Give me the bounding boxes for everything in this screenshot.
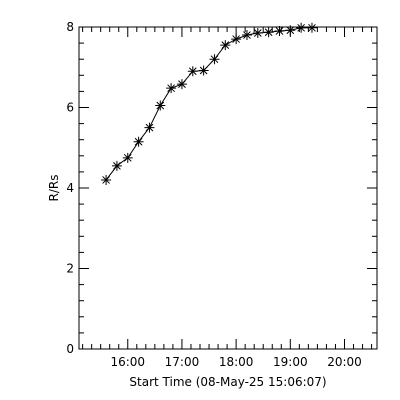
axis-ticks: [79, 26, 377, 350]
y-tick-label: 4: [66, 181, 74, 195]
data-point: [133, 136, 144, 147]
data-point: [122, 152, 133, 163]
data-point: [306, 22, 317, 33]
plot-frame: [78, 26, 378, 350]
y-tick-label: 0: [66, 342, 74, 356]
x-tick-label: 20:00: [327, 355, 362, 369]
data-point: [241, 30, 252, 41]
data-point: [111, 160, 122, 171]
data-markers: [101, 22, 317, 185]
data-point: [176, 79, 187, 90]
x-tick-label: 19:00: [273, 355, 308, 369]
data-point: [155, 100, 166, 111]
data-point: [198, 65, 209, 76]
data-point: [144, 122, 155, 133]
data-point: [187, 66, 198, 77]
x-tick-label: 18:00: [219, 355, 254, 369]
data-point: [220, 40, 231, 51]
y-tick-label: 2: [66, 262, 74, 276]
y-tick-label: 8: [66, 20, 74, 34]
x-tick-label: 16:00: [110, 355, 145, 369]
data-point: [263, 27, 274, 38]
x-tick-label: 17:00: [165, 355, 200, 369]
data-point: [274, 26, 285, 37]
data-point: [209, 54, 220, 65]
data-point: [231, 34, 242, 45]
y-tick-label: 6: [66, 101, 74, 115]
data-point: [285, 25, 296, 36]
x-axis-label: Start Time (08-May-25 15:06:07): [129, 375, 326, 389]
y-axis-label: R/Rs: [47, 175, 61, 202]
data-point: [101, 174, 112, 185]
data-point: [166, 83, 177, 94]
data-point: [252, 28, 263, 39]
series-line: [105, 27, 312, 181]
tick-labels: 0 2 4 6 8 16:00 17:00 18:00 19:00 20:00: [66, 20, 361, 369]
data-point: [296, 22, 307, 33]
